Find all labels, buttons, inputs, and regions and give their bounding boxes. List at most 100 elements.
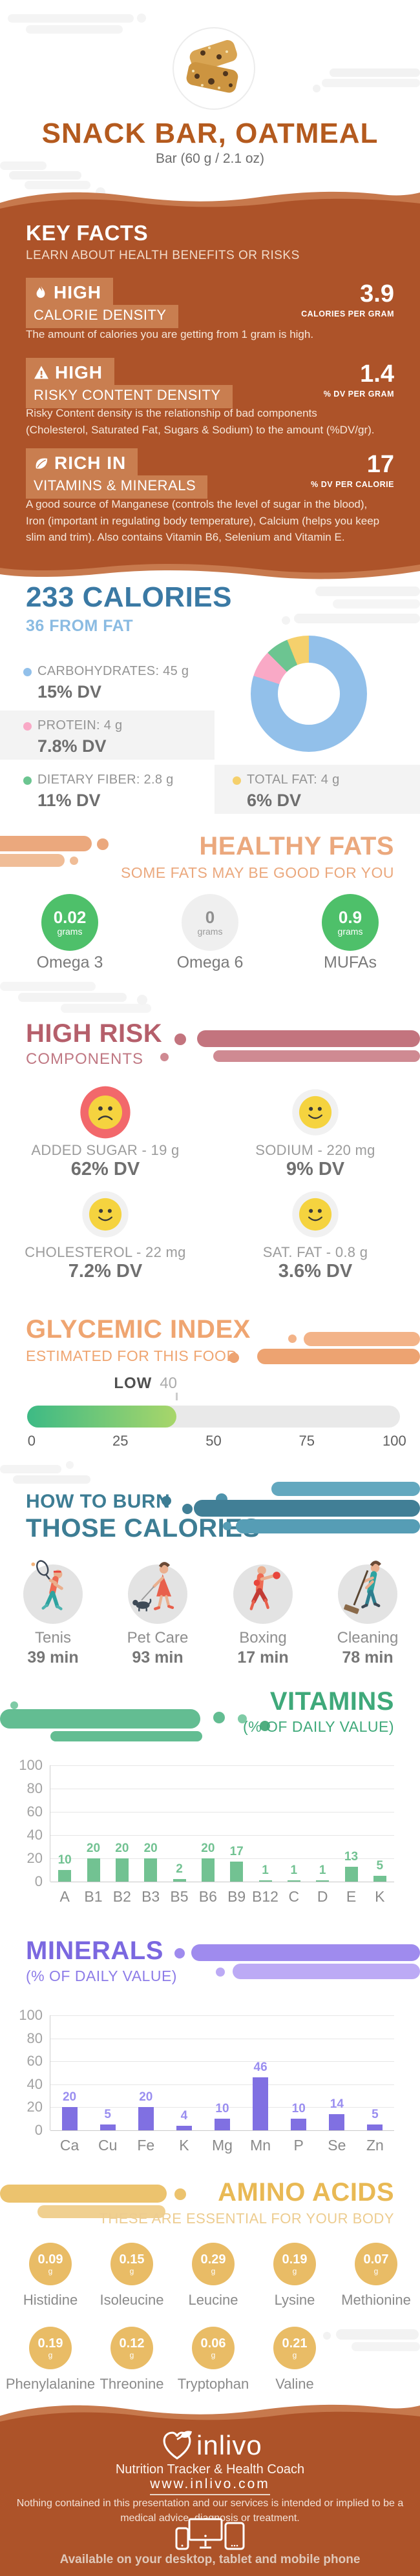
amino-blob: 0.19 g — [269, 2239, 320, 2287]
decor-dot — [213, 1712, 225, 1723]
app-name: inlivo — [196, 2430, 262, 2460]
heart-leaf-logo-icon — [163, 2431, 192, 2460]
added-sugar-dv: 62% DV — [70, 1159, 140, 1179]
decor-blob — [336, 2329, 419, 2340]
decor-blob — [304, 1332, 420, 1346]
legend-dot-carbohydrates — [23, 668, 32, 676]
legend-dot-total-fat — [233, 776, 241, 785]
decor-dot — [174, 1034, 186, 1045]
x-axis-line — [50, 2130, 394, 2131]
y-axis-label: 60 — [26, 1803, 43, 1820]
page-title: SNACK BAR, OATMEAL — [41, 118, 379, 149]
decor-dot — [66, 1461, 74, 1469]
bar-B12 — [258, 1880, 272, 1882]
x-axis-label: B9 — [227, 1888, 246, 1905]
decor-blob — [0, 854, 65, 867]
legend-label-protein: PROTEIN: 4 g — [37, 718, 123, 732]
activity-name: Tenis — [34, 1629, 72, 1646]
decor-blob — [0, 2185, 167, 2203]
bar-Ca — [61, 2107, 78, 2130]
decor-blob — [194, 1500, 420, 1517]
burn-title-line1: HOW TO BURN — [26, 1491, 171, 1512]
gauge-tick-label: 25 — [112, 1433, 129, 1449]
activity-minutes: 17 min — [237, 1648, 289, 1667]
minerals-title: MINERALS — [26, 1937, 163, 1965]
y-axis-label: 40 — [26, 1827, 43, 1843]
bar-value-label: 14 — [330, 2097, 344, 2112]
decor-blob — [257, 1349, 420, 1364]
legend-dot-protein — [23, 722, 32, 731]
y-axis-label: 80 — [26, 1780, 43, 1796]
decor-blob — [9, 171, 81, 180]
bar-value-label: 2 — [176, 1862, 183, 1876]
calories-title: 233 CALORIES — [26, 581, 232, 613]
decor-dot — [174, 1948, 185, 1958]
decor-blob — [0, 1465, 61, 1473]
decor-blob — [18, 993, 127, 1002]
bar-P — [291, 2119, 307, 2130]
wave-top-footer — [0, 2404, 420, 2429]
footer-section — [0, 2427, 420, 2576]
x-axis-label: Fe — [137, 2137, 155, 2154]
key-facts-title: KEY FACTS — [26, 221, 149, 245]
x-axis-label: Cu — [98, 2137, 118, 2154]
activity-minutes: 39 min — [27, 1648, 79, 1667]
gridline — [50, 2061, 394, 2062]
risky-density-value: 1.4 % DV PER GRAM — [323, 360, 394, 399]
decor-blob — [315, 587, 420, 596]
decor-dot — [260, 1721, 270, 1731]
calorie-density-description: The amount of calories you are getting f… — [26, 328, 314, 340]
decor-dot — [288, 1335, 297, 1343]
y-axis-label: 20 — [26, 2099, 43, 2115]
bar-B5 — [173, 1879, 186, 1882]
decor-blob — [330, 68, 420, 77]
bar-B3 — [144, 1858, 158, 1882]
legend-dv-fiber: 11% DV — [37, 791, 101, 810]
bar-value-label: 13 — [344, 1849, 359, 1864]
added-sugar-label: ADDED SUGAR - 19 g — [31, 1142, 180, 1158]
gridline — [50, 1812, 394, 1813]
decor-blob — [25, 181, 90, 189]
decor-dot — [282, 616, 290, 625]
tennis-icon — [31, 1560, 63, 1610]
amino-blob: 0.29 g — [187, 2239, 239, 2287]
amino-blob: 0.06 g — [187, 2323, 239, 2371]
y-axis-label: 100 — [19, 2007, 43, 2023]
dog-walking-icon — [132, 1562, 174, 1612]
bar-value-label: 5 — [376, 1859, 384, 1873]
fact-risky-density-badge: HIGH RISKY CONTENT DENSITY — [26, 358, 233, 408]
decor-blob — [236, 1519, 420, 1533]
sad-face-icon — [80, 1086, 131, 1139]
gauge-tick-label: 100 — [382, 1433, 406, 1449]
sat-fat-dv: 3.6% DV — [278, 1261, 353, 1282]
sat-fat-label: SAT. FAT - 0.8 g — [262, 1244, 368, 1260]
amino-name: Histidine — [23, 2292, 78, 2308]
happy-face-icon — [292, 1089, 339, 1136]
omega6-blob: 0 grams — [176, 889, 244, 953]
x-axis-label: Se — [328, 2137, 346, 2154]
x-axis-label: Zn — [366, 2137, 384, 2154]
website-link[interactable]: www.inlivo.com — [150, 2477, 270, 2495]
bar-value-label: 20 — [86, 1842, 101, 1855]
legend-dv-carbohydrates: 15% DV — [37, 682, 102, 701]
bar-B2 — [115, 1858, 129, 1882]
x-axis-label: D — [317, 1888, 328, 1905]
gridline — [50, 1765, 394, 1766]
y-axis-label: 80 — [26, 2030, 43, 2046]
glycemic-level: LOW 40 — [114, 1375, 177, 1392]
legend-label-carbohydrates: CARBOHYDRATES: 45 g — [37, 664, 189, 678]
y-axis-label: 0 — [34, 1873, 43, 1889]
decor-dot — [323, 2332, 331, 2340]
bar-K — [176, 2125, 192, 2130]
sodium-dv: 9% DV — [286, 1159, 345, 1179]
decor-blob — [322, 79, 420, 87]
activity-minutes: 93 min — [132, 1648, 184, 1667]
decor-blob — [213, 1050, 420, 1062]
bar-value-label: 10 — [58, 1853, 72, 1867]
decor-blob — [333, 599, 420, 608]
legend-label-fiber: DIETARY FIBER: 2.8 g — [37, 773, 174, 787]
glycemic-gauge-fill — [27, 1406, 176, 1428]
x-axis-label: B2 — [112, 1888, 131, 1905]
decor-blob — [26, 25, 123, 34]
